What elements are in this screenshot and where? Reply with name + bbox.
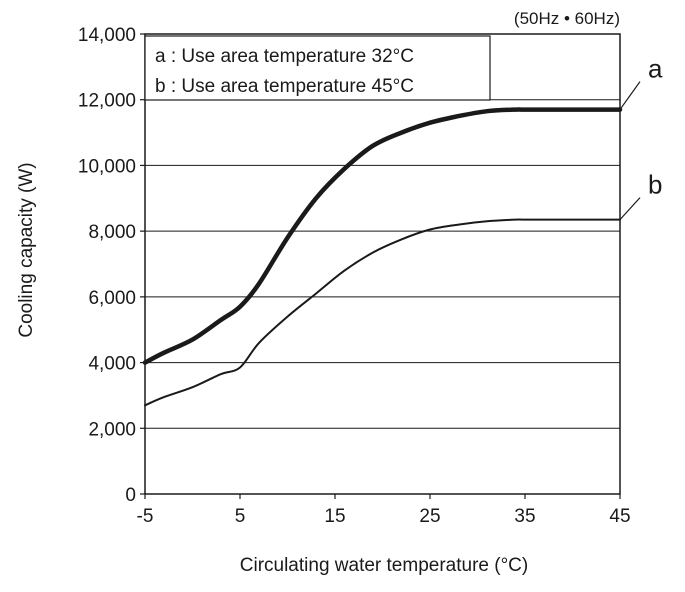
y-tick-label: 8,000: [88, 222, 136, 243]
plot-frame: [144, 33, 621, 495]
series-line-b: [144, 218, 621, 407]
legend-entry-a: a : Use area temperature 32°C: [155, 46, 414, 67]
y-tick-label: 0: [125, 485, 136, 506]
series-label-a: a: [648, 54, 663, 84]
grid-layer: [145, 99, 620, 429]
legend-frame: [144, 35, 491, 101]
x-tick-label: 45: [609, 506, 630, 527]
x-tick-label: 15: [324, 506, 345, 527]
y-axis-title: Cooling capacity (W): [16, 162, 37, 337]
legend-entry-b: b : Use area temperature 45°C: [155, 76, 414, 97]
series-label-b: b: [648, 170, 662, 200]
y-tick-label: 10,000: [78, 156, 136, 177]
y-tick-label: 6,000: [88, 288, 136, 309]
y-tick-label: 4,000: [88, 354, 136, 375]
y-tick-label: 12,000: [78, 91, 136, 112]
series-label-leader-a: [619, 81, 641, 110]
x-tick-label: -5: [137, 506, 154, 527]
legend-box: a : Use area temperature 32°C b : Use ar…: [144, 35, 491, 101]
frequency-note: (50Hz • 60Hz): [514, 9, 620, 28]
x-tick-label: 25: [419, 506, 440, 527]
series-label-leader-b: [619, 197, 641, 221]
x-axis-title: Circulating water temperature (°C): [240, 555, 528, 576]
y-tick-label: 14,000: [78, 25, 136, 46]
x-tick-label: 5: [235, 506, 246, 527]
y-tick-label: 2,000: [88, 419, 136, 440]
tick-layer: 0 2,000 4,000 6,000 8,000 10,000 12,000 14,000 -…: [78, 25, 631, 527]
series-line-a: [142, 107, 623, 365]
x-tick-label: 35: [514, 506, 535, 527]
series-layer: ab: [142, 54, 663, 407]
